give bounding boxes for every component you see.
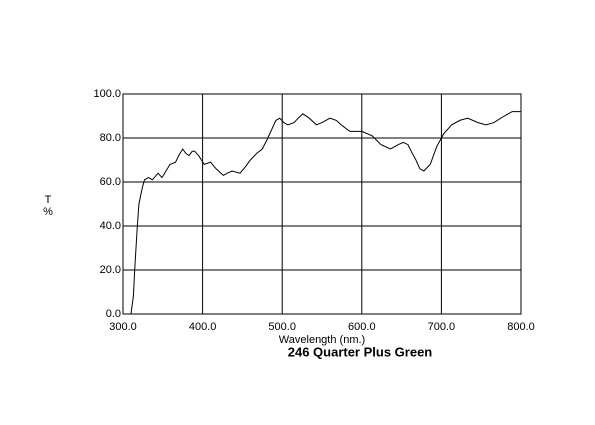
x-tick-label: 600.0 [348, 321, 376, 333]
x-tick-label: 400.0 [189, 321, 217, 333]
x-axis-label: Wavelength (nm.) [279, 334, 365, 346]
y-axis-unit: % [43, 206, 53, 218]
x-tick-label: 800.0 [507, 321, 535, 333]
y-tick-label: 100.0 [93, 88, 121, 100]
x-tick-label: 300.0 [109, 321, 137, 333]
y-tick-label: 20.0 [100, 264, 121, 276]
x-tick-label: 500.0 [268, 321, 296, 333]
y-tick-label: 80.0 [100, 132, 121, 144]
y-axis-label: T [45, 194, 52, 206]
x-tick-label: 700.0 [428, 321, 456, 333]
y-tick-label: 60.0 [100, 176, 121, 188]
y-tick-label: 40.0 [100, 220, 121, 232]
data-line [123, 111, 521, 315]
chart-title: 246 Quarter Plus Green [288, 344, 433, 359]
y-tick-label: 0.0 [106, 308, 121, 320]
plot-frame [122, 93, 522, 315]
